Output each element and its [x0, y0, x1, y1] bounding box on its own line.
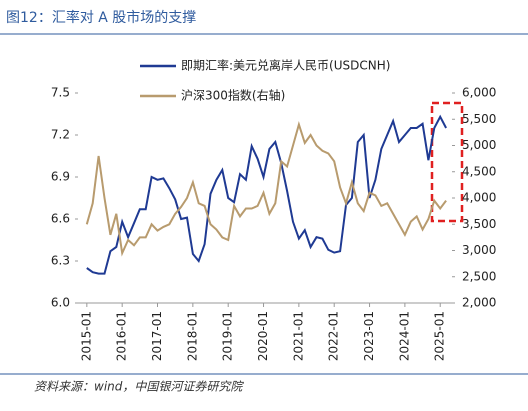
- source: 资料来源：wind，中国银河证券研究院: [34, 380, 244, 394]
- y-tick-label: 7.5: [51, 86, 70, 100]
- x-tick-label: 2015-01: [79, 311, 93, 361]
- x-tick-label: 2018-01: [185, 311, 199, 361]
- y2-tick-label: 2,500: [462, 269, 496, 283]
- y2-tick-label: 5,500: [462, 112, 496, 126]
- y-tick-label: 6.9: [51, 170, 70, 184]
- x-tick-label: 2019-01: [221, 311, 235, 361]
- x-tick-label: 2024-01: [397, 311, 411, 361]
- y2-tick-label: 2,000: [462, 296, 496, 310]
- y2-tick-label: 3,000: [462, 243, 496, 257]
- x-tick-label: 2023-01: [362, 311, 376, 361]
- y-tick-label: 6.6: [51, 212, 70, 226]
- y2-tick-label: 5,000: [462, 138, 496, 152]
- x-tick-label: 2025-01: [433, 311, 447, 361]
- y-tick-label: 6.0: [51, 296, 70, 310]
- x-tick-label: 2020-01: [256, 311, 270, 361]
- x-tick-label: 2022-01: [327, 311, 341, 361]
- x-tick-label: 2017-01: [150, 311, 164, 361]
- chart-title: 图12：汇率对 A 股市场的支撑: [6, 9, 196, 26]
- highlight-box: [430, 101, 464, 223]
- x-tick-label: 2021-01: [291, 311, 305, 361]
- series-line: [85, 121, 447, 257]
- y2-tick-label: 4,500: [462, 164, 496, 178]
- y-tick-label: 7.2: [51, 128, 70, 142]
- series-line: [86, 114, 447, 275]
- y2-tick-label: 6,000: [462, 86, 496, 100]
- legend-label: 沪深300指数(右轴): [181, 88, 285, 103]
- x-tick-label: 2016-01: [115, 311, 129, 361]
- y-tick-label: 6.3: [51, 254, 70, 268]
- legend-label: 即期汇率:美元兑离岸人民币(USDCNH): [181, 58, 390, 73]
- y2-tick-label: 4,000: [462, 191, 496, 205]
- y2-tick-label: 3,500: [462, 217, 496, 231]
